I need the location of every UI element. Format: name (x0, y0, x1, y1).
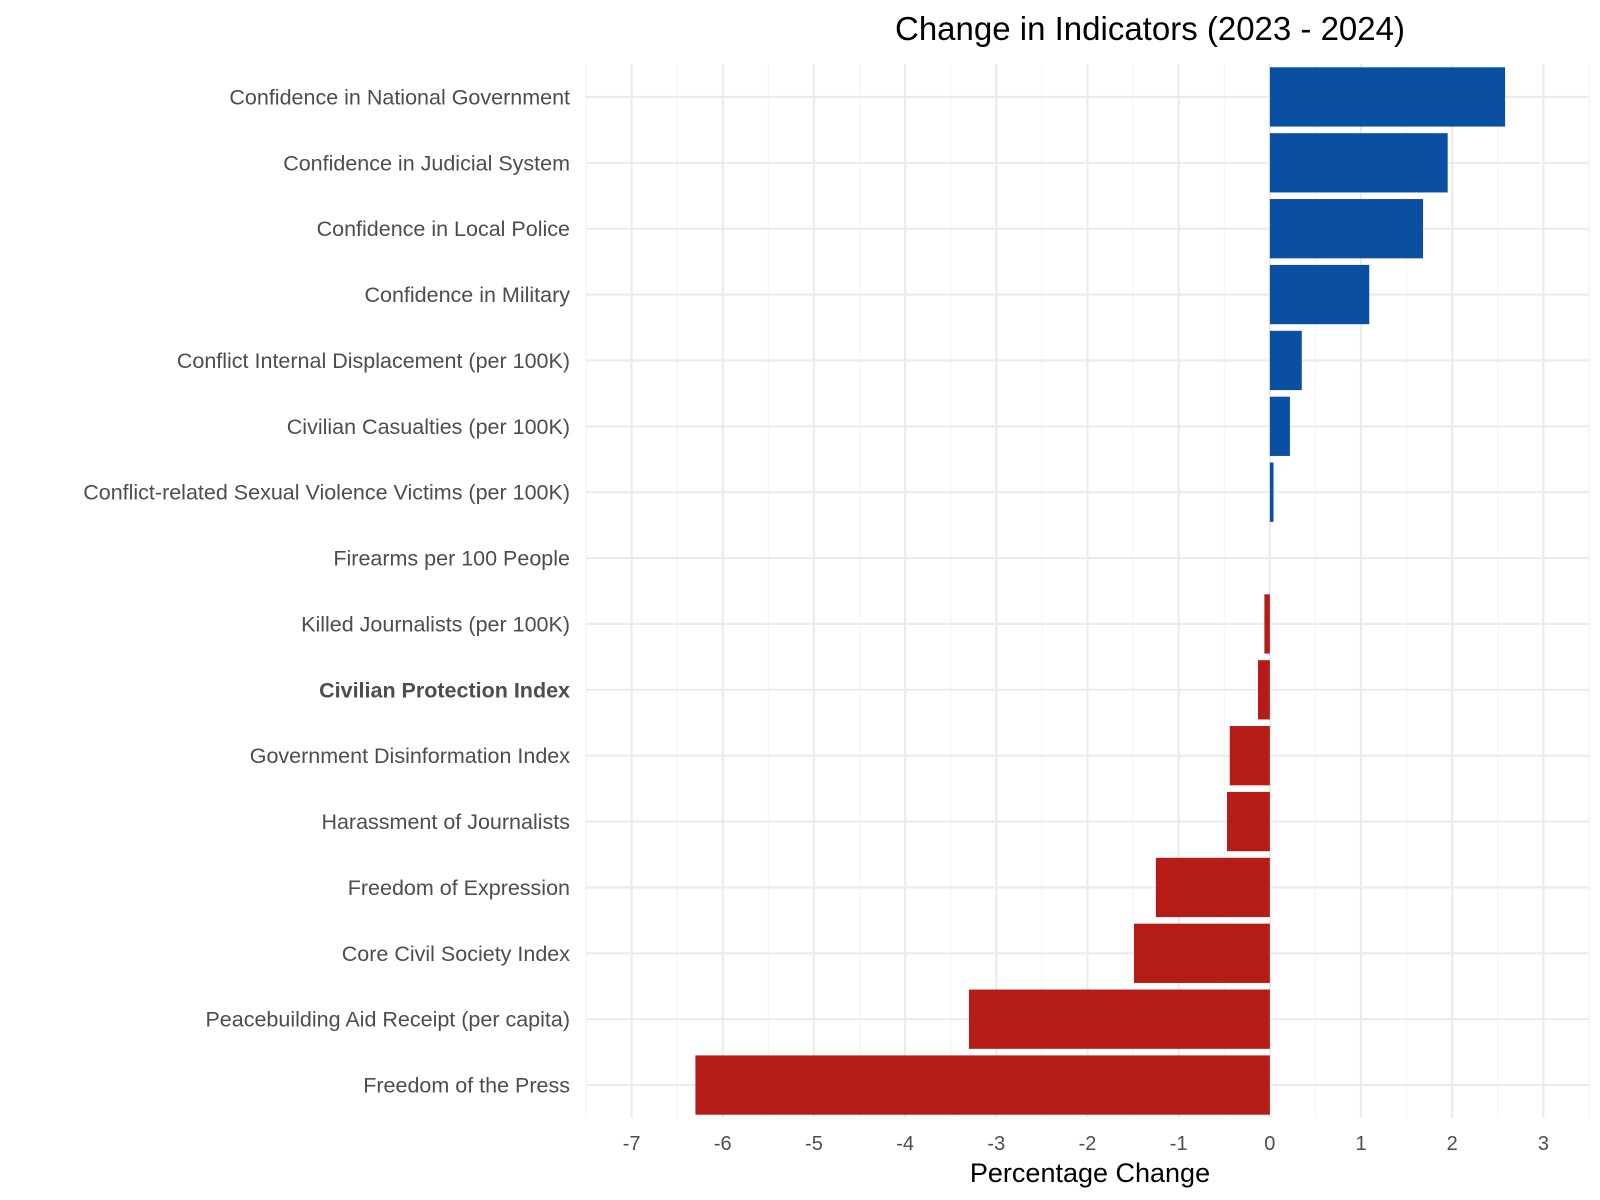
x-tick-label: -2 (1079, 1133, 1097, 1155)
category-label: Peacebuilding Aid Receipt (per capita) (205, 1008, 570, 1032)
x-tick-label: -3 (987, 1133, 1005, 1155)
category-label: Confidence in Local Police (317, 217, 570, 241)
bar-harassment-of-journalists (1227, 791, 1270, 852)
x-tick-label: 0 (1264, 1133, 1275, 1155)
x-axis-label: Percentage Change (970, 1158, 1210, 1188)
category-label: Firearms per 100 People (333, 547, 570, 571)
category-label: Civilian Protection Index (319, 678, 570, 702)
x-tick-label: -5 (805, 1133, 823, 1155)
grid-lines (585, 64, 1590, 1118)
category-label: Confidence in Military (364, 283, 570, 307)
x-tick-label: -7 (623, 1133, 641, 1155)
bar-freedom-of-expression (1155, 857, 1270, 918)
category-label: Civilian Casualties (per 100K) (287, 415, 570, 439)
bar-conflict-internal-displacement-per-100k (1269, 330, 1302, 391)
category-label: Government Disinformation Index (250, 744, 571, 768)
bar-confidence-in-judicial-system (1269, 133, 1448, 193)
bar-confidence-in-national-government (1269, 67, 1506, 127)
bar-civilian-casualties-per-100k (1269, 396, 1290, 456)
category-labels: Confidence in National Government Confide… (83, 85, 570, 1097)
category-label: Conflict Internal Displacement (per 100K… (177, 349, 570, 373)
x-tick-label: 2 (1447, 1133, 1458, 1155)
x-tick-label: -1 (1170, 1133, 1188, 1155)
bar-conflict-related-sexual-violence-victims-per-100k (1269, 462, 1274, 522)
category-label: Confidence in Judicial System (283, 151, 570, 175)
bar-confidence-in-military (1269, 264, 1370, 325)
x-tick-label: 3 (1538, 1133, 1549, 1155)
x-tick-label: 1 (1355, 1133, 1366, 1155)
bar-killed-journalists-per-100k (1264, 594, 1270, 654)
bar-core-civil-society-index (1134, 923, 1270, 983)
category-label: Conflict-related Sexual Violence Victims… (83, 481, 570, 505)
bars (695, 67, 1506, 1115)
category-label: Freedom of Expression (348, 876, 570, 900)
x-tick-label: -4 (896, 1133, 914, 1155)
chart-title: Change in Indicators (2023 - 2024) (895, 10, 1405, 47)
bar-freedom-of-the-press (695, 1055, 1270, 1115)
category-label: Killed Journalists (per 100K) (301, 612, 570, 636)
bar-peacebuilding-aid-receipt-per-capita (968, 989, 1270, 1049)
category-label: Confidence in National Government (229, 85, 570, 109)
category-label: Freedom of the Press (363, 1074, 570, 1098)
category-label: Harassment of Journalists (321, 810, 570, 834)
bar-civilian-protection-index (1258, 660, 1270, 720)
x-tick-labels: -7 -6 -5 -4 -3 -2 -1 0 1 2 3 (623, 1133, 1549, 1155)
bar-government-disinformation-index (1229, 726, 1270, 786)
category-label: Core Civil Society Index (342, 942, 570, 966)
x-tick-label: -6 (714, 1133, 732, 1155)
bar-confidence-in-local-police (1269, 199, 1424, 259)
